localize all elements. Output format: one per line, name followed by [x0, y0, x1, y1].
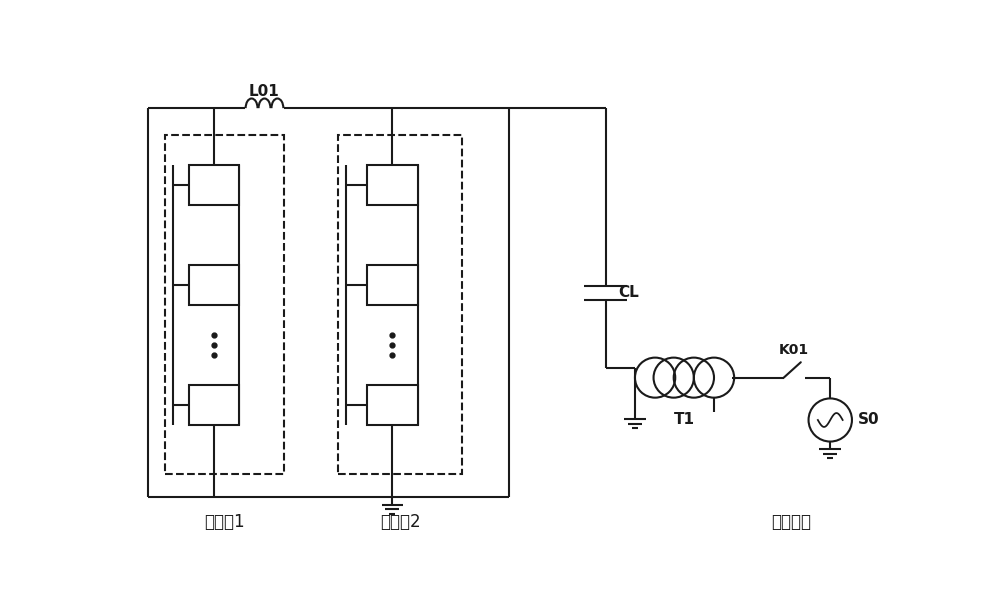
Text: 试品阀1: 试品阀1: [204, 513, 245, 531]
Bar: [338, 135, 462, 474]
Text: S0: S0: [858, 413, 880, 427]
Text: CL: CL: [619, 285, 639, 301]
Bar: [367, 385, 418, 425]
Bar: [165, 135, 284, 474]
Bar: [189, 265, 239, 305]
Bar: [189, 385, 239, 425]
Text: 交流电源: 交流电源: [772, 513, 812, 531]
Text: L01: L01: [249, 84, 280, 99]
Bar: [367, 265, 418, 305]
Text: 试品阀2: 试品阀2: [380, 513, 420, 531]
Text: T1: T1: [674, 411, 695, 427]
Bar: [367, 165, 418, 205]
Text: K01: K01: [779, 343, 809, 357]
Bar: [189, 165, 239, 205]
